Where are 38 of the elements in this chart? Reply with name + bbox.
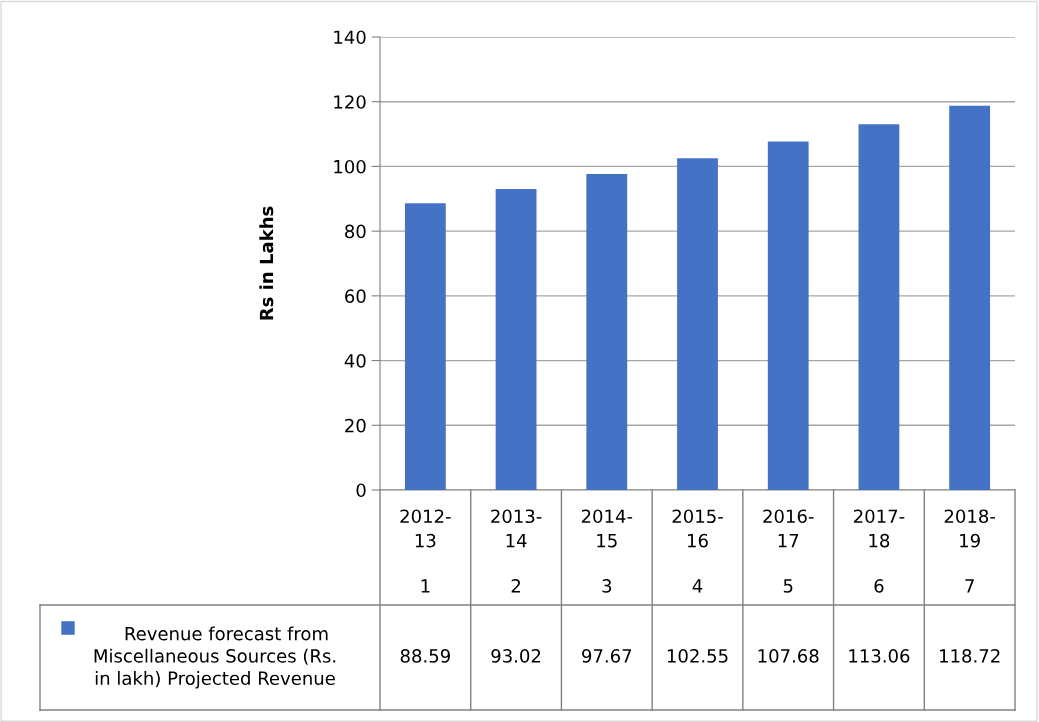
y-tick-label: 100 — [334, 159, 366, 174]
text: 2 — [511, 579, 521, 593]
x-tick-label: 2018-19 — [944, 509, 995, 548]
text: 3 — [602, 579, 612, 593]
data-label: 97.67 — [582, 649, 632, 663]
x-tick-label: 2014-15 — [581, 509, 633, 548]
data-label: 107.68 — [758, 649, 819, 663]
data-label: 88.59 — [400, 649, 450, 663]
bar — [949, 105, 991, 490]
y-axis-title: Rs in Lakhs — [259, 206, 274, 320]
bar — [767, 141, 809, 490]
x-tick-label: 2012-13 — [400, 509, 451, 548]
y-tick-label: 60 — [345, 289, 366, 303]
x-tick-label: 2016-17 — [763, 509, 814, 548]
bar — [858, 124, 900, 490]
data-label: 113.06 — [849, 649, 910, 663]
text: 5 — [783, 579, 793, 593]
data-label: 93.02 — [491, 649, 541, 663]
x-tick-label: 2015-16 — [672, 509, 723, 548]
text: 1 — [421, 579, 430, 593]
y-tick-label: 0 — [356, 483, 366, 498]
data-label: 102.55 — [667, 649, 728, 663]
y-tick-label: 80 — [345, 224, 366, 239]
bar — [586, 173, 628, 490]
bar — [677, 158, 718, 490]
x-tick-label: 2017-18 — [854, 509, 905, 548]
data-label: 118.72 — [940, 649, 1000, 663]
y-tick-label: 120 — [334, 95, 366, 109]
text: 7 — [965, 579, 974, 593]
bar — [495, 189, 537, 490]
y-tick-label: 40 — [344, 354, 366, 368]
x-tick-label: 2013-14 — [491, 509, 542, 548]
text: 6 — [874, 579, 884, 593]
bar — [404, 203, 446, 490]
y-tick-label: 20 — [345, 418, 366, 433]
y-tick-label: 140 — [334, 30, 366, 45]
text: Revenue forecast from Miscellaneous Sources (Rs. in lakh) Projected Revenue — [94, 626, 336, 689]
text: 4 — [692, 579, 703, 593]
